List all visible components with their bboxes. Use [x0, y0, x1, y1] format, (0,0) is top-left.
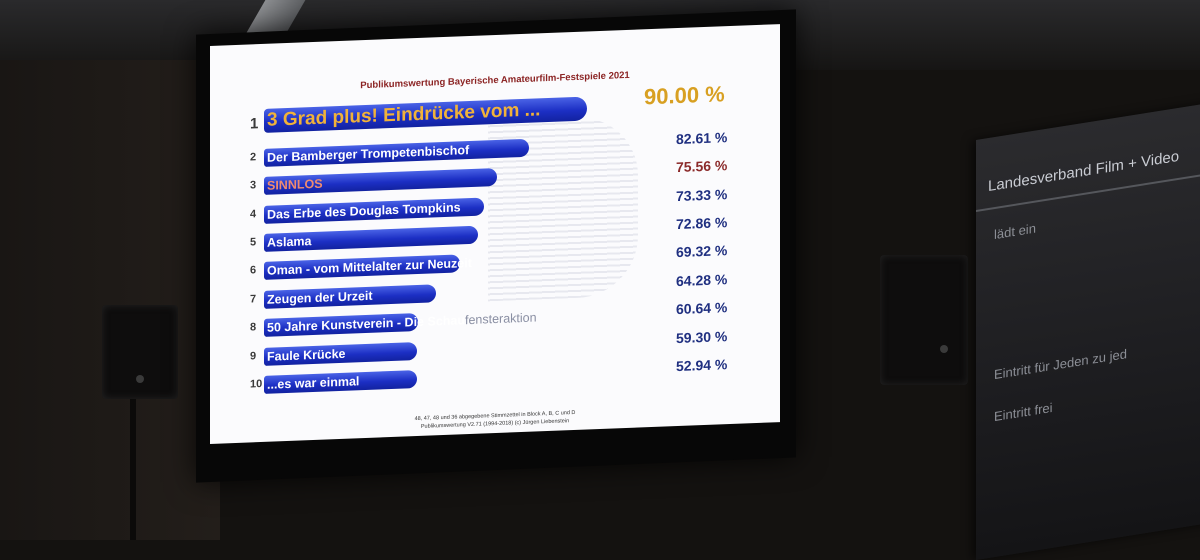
rank-number: 6 [250, 264, 257, 277]
event-banner: Landesverband Film + Video lädt ein Eint… [976, 101, 1200, 560]
film-title: Das Erbe des Douglas Tompkins [267, 200, 461, 222]
film-title: Zeugen der Urzeit [267, 288, 373, 307]
rank-number: 4 [250, 208, 257, 221]
score-percent: 52.94 % [676, 356, 728, 375]
banner-heading: Landesverband Film + Video [988, 147, 1180, 196]
rank-number: 10 [250, 377, 263, 391]
score-bar: 50 Jahre Kunstverein - Die Schaufenstera… [264, 310, 537, 337]
rank-number: 3 [250, 179, 257, 192]
score-percent: 64.28 % [676, 271, 728, 290]
film-title: Oman - vom Mittelalter zur Neuzeit [267, 255, 472, 278]
score-percent: 72.86 % [676, 214, 728, 233]
film-title: Der Bamberger Trompetenbischof [267, 143, 470, 165]
banner-line-invite: lädt ein [994, 220, 1036, 243]
left-speaker [102, 305, 178, 399]
score-bar: Der Bamberger Trompetenbischof [264, 138, 529, 167]
score-percent: 75.56 % [676, 157, 728, 176]
rank-number: 8 [250, 321, 257, 334]
film-title: Faule Krücke [267, 346, 346, 364]
score-bar: Faule Krücke [264, 342, 417, 366]
banner-line-free: Eintritt frei [994, 399, 1053, 425]
score-bar: Das Erbe des Douglas Tompkins [264, 197, 484, 224]
rank-number: 9 [250, 350, 257, 363]
film-title: SINNLOS [267, 176, 323, 193]
score-bar: SINNLOS [264, 167, 497, 195]
film-title-overflow: fensteraktion [465, 310, 537, 328]
speaker-stand [130, 380, 136, 540]
rank-number: 1 [250, 115, 259, 133]
film-title: Aslama [267, 234, 312, 250]
rank-number: 2 [250, 151, 257, 164]
film-title: ...es war einmal [267, 374, 360, 392]
speaker-led-icon [940, 345, 948, 353]
score-percent: 59.30 % [676, 328, 728, 347]
score-bar: Zeugen der Urzeit [264, 284, 436, 309]
score-bar: Aslama [264, 225, 478, 252]
score-bar: ...es war einmal [264, 370, 417, 394]
rank-number: 7 [250, 293, 257, 306]
rank-number: 5 [250, 236, 257, 249]
score-percent: 60.64 % [676, 299, 728, 318]
projection-screen: Publikumswertung Bayerische Amateurfilm-… [210, 24, 780, 444]
score-percent: 73.33 % [676, 186, 728, 205]
score-percent: 90.00 % [644, 81, 725, 110]
right-speaker [880, 255, 968, 385]
speaker-led-icon [136, 375, 144, 383]
banner-line-entry: Eintritt für Jeden zu jed [994, 346, 1127, 383]
film-title: 50 Jahre Kunstverein - Die Schau [267, 313, 465, 335]
score-percent: 69.32 % [676, 242, 728, 261]
score-percent: 82.61 % [676, 129, 728, 148]
left-wall [0, 60, 220, 540]
score-bar: Oman - vom Mittelalter zur Neuzeit [264, 254, 472, 280]
